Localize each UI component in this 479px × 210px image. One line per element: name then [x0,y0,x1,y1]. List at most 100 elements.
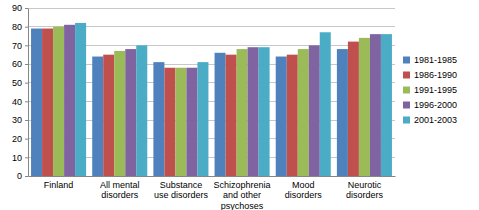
y-tick-label: 20 [12,134,22,144]
bar [320,32,331,176]
chart: 0 10 20 30 40 50 60 70 80 90 Finland All mentaldiso… [0,0,479,210]
legend-label: 1991-1995 [414,85,457,95]
legend-item: 1996-2000 [403,100,457,110]
legend-item: 2001-2003 [403,115,457,125]
y-tick-mark [25,176,28,177]
x-tick-label: All mentaldisorders [100,180,140,200]
y-tick-label: 30 [12,115,22,125]
y-tick-mark [25,120,28,121]
bar [197,62,208,176]
x-tick-label: Neuroticdisorders [346,180,384,200]
x-tick-label: Mooddisorders [285,180,323,200]
bar [53,27,64,176]
x-tick: Finland [44,176,74,190]
x-tick: All mentaldisorders [100,176,140,200]
bar-series [42,29,359,176]
y-tick: 10 [12,153,28,163]
x-axis: Finland All mentaldisorders Substanceuse d… [29,176,396,210]
y-tick: 60 [12,59,28,69]
bar [248,47,259,176]
bar [42,29,53,176]
bar [370,34,381,176]
bar [298,49,309,176]
bar [136,45,147,176]
y-tick-label: 50 [12,78,22,88]
y-tick: 80 [12,22,28,32]
y-tick-mark [25,139,28,140]
grid [28,8,395,176]
y-tick-mark [25,8,28,9]
bar [226,55,237,176]
y-tick: 0 [17,171,28,181]
bar [114,51,125,176]
y-tick-label: 0 [17,171,22,181]
y-tick-label: 60 [12,59,22,69]
bar [259,47,270,176]
legend-swatch [403,87,410,94]
bar-series [53,27,370,176]
legend-swatch [403,57,410,64]
bar [348,42,359,176]
y-axis: 0 10 20 30 40 50 60 70 80 90 [12,3,29,181]
bar-series [64,25,381,176]
y-tick-mark [25,157,28,158]
legend-label: 1986-1990 [414,70,457,80]
x-tick: Mooddisorders [285,176,323,200]
y-tick-label: 40 [12,97,22,107]
legend-label: 2001-2003 [414,115,457,125]
bar [103,55,114,176]
y-tick-mark [25,83,28,84]
bar [237,49,248,176]
y-tick: 40 [12,97,28,107]
y-tick-mark [25,45,28,46]
y-tick-label: 10 [12,153,22,163]
bar [75,23,86,176]
bars [31,23,392,176]
y-axis-line [28,9,29,177]
bar [31,29,42,176]
y-tick: 90 [12,3,28,13]
x-tick: Neuroticdisorders [346,176,384,200]
x-tick: Substanceuse disorders [154,176,209,200]
legend-swatch [403,72,410,79]
y-tick-label: 80 [12,22,22,32]
bar [92,57,103,176]
bar [337,49,348,176]
bar [153,62,164,176]
bar [125,49,136,176]
legend-label: 1996-2000 [414,100,457,110]
y-tick: 50 [12,78,28,88]
legend-swatch [403,102,410,109]
bar [164,68,175,176]
x-axis-line [29,176,396,177]
y-tick: 70 [12,41,28,51]
bar [276,57,287,176]
y-tick-mark [25,101,28,102]
y-tick-mark [25,64,28,65]
grid-line [28,8,395,9]
plot: 0 10 20 30 40 50 60 70 80 90 Finland All mentaldiso… [12,3,396,210]
y-tick: 20 [12,134,28,144]
legend-label: 1981-1985 [414,55,457,65]
legend-item: 1986-1990 [403,70,457,80]
bar-series [75,23,392,176]
bar [186,68,197,176]
bar [381,34,392,176]
x-tick-label: Finland [44,180,74,190]
bar [309,45,320,176]
bar [359,38,370,176]
y-tick-label: 70 [12,41,22,51]
x-tick: Schizophreniaand otherpsychoses [214,176,271,210]
legend-item: 1991-1995 [403,85,457,95]
y-tick-label: 90 [12,3,22,13]
x-tick-label: Substanceuse disorders [154,180,209,200]
legend-item: 1981-1985 [403,55,457,65]
legend-swatch [403,117,410,124]
bar [287,55,298,176]
legend: 1981-1985 1986-1990 1991-1995 1996-2000 2001… [403,55,457,125]
bar [175,68,186,176]
bar [215,53,226,176]
y-tick: 30 [12,115,28,125]
x-tick-label: Schizophreniaand otherpsychoses [214,180,271,210]
y-tick-mark [25,27,28,28]
